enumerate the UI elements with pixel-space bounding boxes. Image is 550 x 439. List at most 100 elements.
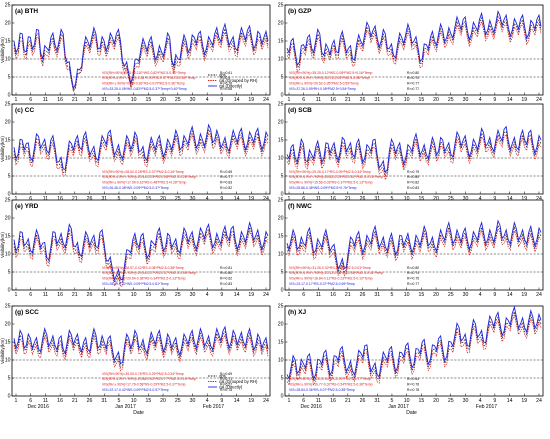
x-tick-label: 1 bbox=[288, 97, 291, 103]
x-tick-label: 21 bbox=[345, 196, 351, 202]
x-tick-label: 20 bbox=[433, 398, 439, 404]
x-tick-label: 10 bbox=[404, 196, 410, 202]
y-axis-label: Visibility(km) bbox=[0, 37, 5, 63]
x-tick-label: 31 bbox=[374, 196, 380, 202]
x-tick-label: 31 bbox=[101, 292, 107, 298]
x-tick-label: 4 bbox=[479, 97, 482, 103]
plot-frame bbox=[11, 305, 271, 397]
x-tick-label: 14 bbox=[234, 292, 240, 298]
equation-text: VIS=23.17-0.17*RS-0.37*PM2.5-0.69*Temp bbox=[289, 282, 355, 286]
y-tick-label: 0 bbox=[8, 192, 11, 198]
y-tick-label: 25 bbox=[5, 102, 11, 108]
x-tick-label: 24 bbox=[263, 292, 269, 298]
panel-title: (h) XJ bbox=[288, 309, 306, 316]
equation-r2: R²=0.79 bbox=[407, 170, 419, 174]
x-tick-label: 31 bbox=[374, 292, 380, 298]
x-tick-label: 9 bbox=[493, 398, 496, 404]
equation-text: VIS(RH ≥ 90%)=0.88+0.36*RS-0.01*PM2.5-0.… bbox=[102, 82, 185, 86]
equation-text: VIS=22.17-0.42*WS-0.09*PM2.5-0.57*Temp bbox=[102, 388, 169, 392]
equation-r2: R²=0.80 bbox=[407, 71, 419, 75]
x-tick-label: 30 bbox=[463, 398, 469, 404]
x-tick-label: 24 bbox=[536, 398, 542, 404]
y-tick-label: 5 bbox=[281, 376, 284, 382]
x-tick-label: 9 bbox=[220, 398, 223, 404]
equation-r2: R²=0.69 bbox=[220, 170, 232, 174]
equation-text: VIS(90% ≤ RH < 90%)=1.84+0.29*RS-0.07*PM… bbox=[102, 76, 196, 80]
equation-text: VIS(90% ≤ RH < 90%)=29.54-0.27*RS-0.57*P… bbox=[102, 271, 196, 275]
x-tick-label: 16 bbox=[330, 398, 336, 404]
series-obs- bbox=[286, 15, 542, 69]
x-tick-label: 26 bbox=[360, 196, 366, 202]
equation-text: VIS(RH ≥ 90%)=17.79-0.58*RS-0.29*PM2.5-0… bbox=[102, 383, 186, 387]
x-tick-label: 31 bbox=[374, 398, 380, 404]
x-tick-label: 20 bbox=[433, 97, 439, 103]
x-tick-label: 1 bbox=[15, 196, 18, 202]
x-tick-label: 24 bbox=[536, 196, 542, 202]
x-tick-label: 25 bbox=[448, 292, 454, 298]
month-label: Feb 2017 bbox=[476, 404, 497, 410]
x-tick-label: 25 bbox=[175, 97, 181, 103]
equation-text: VIS(RH<90%)=22.31-0.34*RS-0.09*PM2.5-0.7… bbox=[289, 377, 371, 381]
plot-frame bbox=[11, 199, 271, 291]
series-cal-grouped-by-rh- bbox=[13, 334, 269, 372]
x-tick-label: 14 bbox=[234, 398, 240, 404]
x-tick-label: 1 bbox=[288, 398, 291, 404]
panel-title: (f) NWC bbox=[288, 203, 312, 210]
y-tick-label: 0 bbox=[8, 93, 11, 99]
x-tick-label: 5 bbox=[117, 97, 120, 103]
x-tick-label: 19 bbox=[521, 196, 527, 202]
x-tick-label: 16 bbox=[330, 97, 336, 103]
series-cal-directly- bbox=[13, 123, 269, 171]
x-tick-label: 10 bbox=[131, 196, 137, 202]
x-tick-label: 1 bbox=[288, 196, 291, 202]
x-tick-label: 1 bbox=[15, 398, 18, 404]
legend-label: obs. bbox=[219, 73, 227, 78]
x-tick-label: 11 bbox=[316, 398, 321, 404]
x-tick-label: 11 bbox=[43, 292, 48, 298]
x-tick-label: 6 bbox=[29, 292, 32, 298]
x-tick-label: 9 bbox=[493, 196, 496, 202]
x-tick-label: 25 bbox=[175, 196, 181, 202]
x-tick-label: 9 bbox=[220, 292, 223, 298]
x-tick-label: 25 bbox=[448, 97, 454, 103]
equation-r2: R²=0.82 bbox=[220, 186, 232, 190]
y-tick-label: 20 bbox=[278, 322, 284, 328]
x-tick-label: 1 bbox=[15, 97, 18, 103]
equation-text: VIS=26.46-0.38*WS-0.09*PM2.5-0.37*Temp bbox=[102, 186, 169, 190]
x-tick-label: 30 bbox=[190, 196, 196, 202]
y-tick-label: 15 bbox=[5, 39, 11, 45]
y-tick-label: 20 bbox=[5, 21, 11, 27]
y-tick-label: 15 bbox=[278, 138, 284, 144]
y-tick-label: 5 bbox=[8, 376, 11, 382]
x-tick-label: 6 bbox=[29, 398, 32, 404]
y-tick-label: 0 bbox=[8, 288, 11, 294]
equation-r2: R²=0.80 bbox=[407, 266, 419, 270]
x-axis-label: Date bbox=[133, 410, 144, 416]
y-tick-label: 20 bbox=[278, 216, 284, 222]
equation-text: VIS(RH<90%)=26.53-0.76*RS-0.29*PM2.5-0.3… bbox=[102, 372, 184, 376]
x-tick-label: 16 bbox=[57, 196, 63, 202]
x-tick-label: 19 bbox=[248, 398, 254, 404]
x-tick-label: 4 bbox=[479, 292, 482, 298]
x-tick-label: 26 bbox=[87, 398, 93, 404]
y-tick-label: 25 bbox=[278, 3, 284, 9]
y-tick-label: 15 bbox=[278, 39, 284, 45]
equation-r2: R²=0.62 bbox=[220, 277, 232, 281]
x-tick-label: 20 bbox=[160, 398, 166, 404]
y-tick-label: 10 bbox=[5, 358, 11, 364]
y-tick-label: 25 bbox=[5, 198, 11, 204]
x-tick-label: 1 bbox=[288, 292, 291, 298]
x-tick-label: 20 bbox=[160, 97, 166, 103]
x-tick-label: 20 bbox=[160, 292, 166, 298]
y-tick-label: 25 bbox=[5, 3, 11, 9]
y-tick-label: 10 bbox=[278, 57, 284, 63]
series-cal-grouped-by-rh- bbox=[286, 314, 542, 386]
series-cal-directly- bbox=[286, 219, 542, 271]
x-tick-label: 21 bbox=[72, 398, 78, 404]
x-tick-label: 19 bbox=[248, 292, 254, 298]
x-tick-label: 6 bbox=[302, 196, 305, 202]
x-tick-label: 4 bbox=[206, 398, 209, 404]
